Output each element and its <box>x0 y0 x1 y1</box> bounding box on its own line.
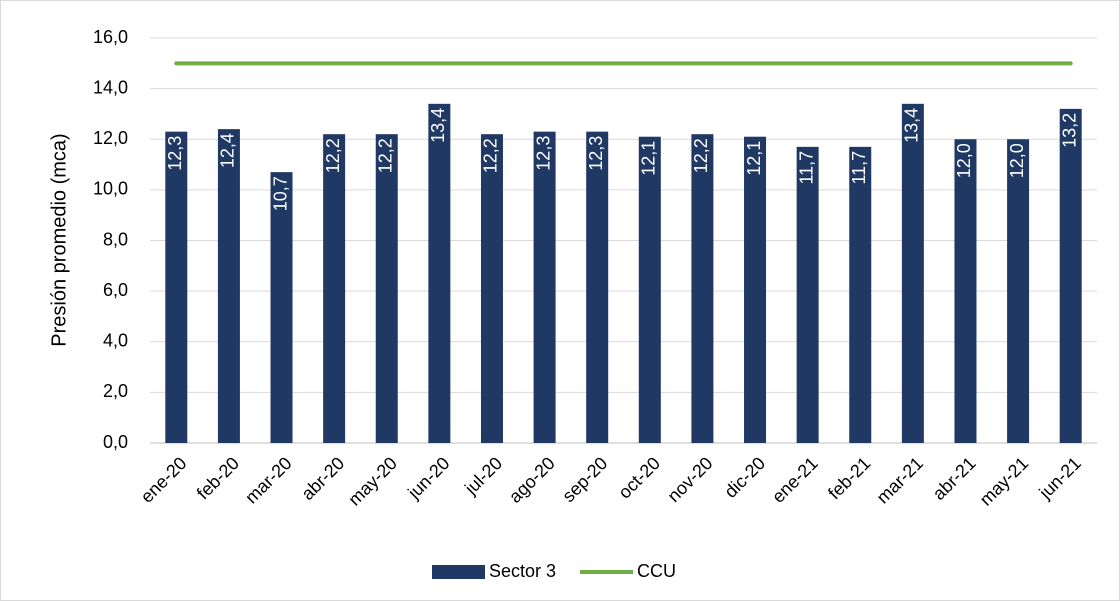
y-axis-label: Presión promedio (mca) <box>48 133 70 346</box>
y-tick-label: 2,0 <box>103 381 128 401</box>
data-label: 12,2 <box>691 138 711 173</box>
bar <box>954 139 977 443</box>
data-label: 10,7 <box>270 176 290 211</box>
data-label: 12,2 <box>323 138 343 173</box>
data-label: 13,4 <box>902 108 922 143</box>
data-label: 12,1 <box>639 141 659 176</box>
bar <box>1007 139 1030 443</box>
bar <box>217 129 240 443</box>
bar <box>480 134 503 443</box>
y-tick-label: 6,0 <box>103 280 128 300</box>
y-tick-label: 10,0 <box>93 179 128 199</box>
bar <box>428 103 451 443</box>
bar <box>691 134 714 443</box>
bar <box>586 131 609 443</box>
legend-swatch <box>432 565 485 579</box>
legend-label: CCU <box>637 561 676 581</box>
data-label: 12,2 <box>481 138 501 173</box>
y-tick-label: 16,0 <box>93 27 128 47</box>
data-label: 12,0 <box>1007 143 1027 178</box>
bar <box>375 134 398 443</box>
data-label: 13,2 <box>1059 113 1079 148</box>
bar <box>744 136 767 443</box>
data-label: 11,7 <box>849 151 869 185</box>
data-label: 12,3 <box>165 136 185 171</box>
bar <box>533 131 556 443</box>
bar <box>1059 108 1082 443</box>
data-label: 12,0 <box>954 143 974 178</box>
bar <box>270 172 293 443</box>
bar <box>796 146 819 443</box>
y-tick-label: 8,0 <box>103 229 128 249</box>
bar <box>323 134 346 443</box>
data-label: 12,2 <box>376 138 396 173</box>
bar <box>901 103 924 443</box>
data-label: 12,3 <box>586 136 606 171</box>
data-label: 11,7 <box>796 151 816 185</box>
y-tick-label: 14,0 <box>93 77 128 97</box>
y-tick-label: 4,0 <box>103 331 128 351</box>
y-tick-label: 12,0 <box>93 128 128 148</box>
data-label: 12,4 <box>218 133 238 168</box>
data-label: 12,1 <box>744 141 764 176</box>
bar <box>165 131 188 443</box>
data-label: 12,3 <box>533 136 553 171</box>
bar <box>638 136 661 443</box>
data-label: 13,4 <box>428 108 448 143</box>
y-tick-label: 0,0 <box>103 432 128 452</box>
legend-label: Sector 3 <box>489 561 556 581</box>
bar <box>849 146 872 443</box>
